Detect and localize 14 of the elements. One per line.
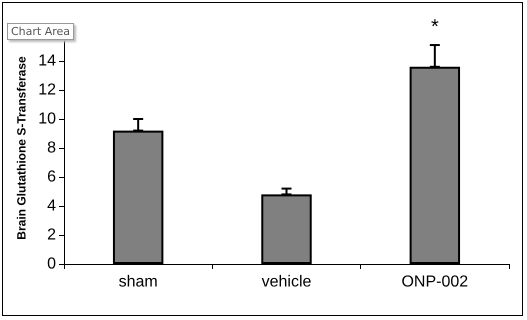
x-tick-label: sham <box>118 274 158 290</box>
y-tick-label: 4 <box>47 198 56 214</box>
y-tick-label: 14 <box>38 52 56 70</box>
x-tick-label: vehicle <box>262 274 312 290</box>
y-tick-label: 12 <box>38 82 56 98</box>
annotation: * <box>430 16 439 38</box>
y-axis-title: Brain Glutathione S-Transferase <box>14 56 28 240</box>
y-tick-label: 10 <box>38 110 56 128</box>
x-tick-label: ONP-002 <box>401 274 468 290</box>
y-tick-label: 6 <box>47 168 56 186</box>
y-tick-label: 2 <box>47 226 56 244</box>
annotation: Chart Area <box>7 23 74 40</box>
y-tick-label: 0 <box>47 256 56 272</box>
y-tick-label: 8 <box>47 140 56 156</box>
